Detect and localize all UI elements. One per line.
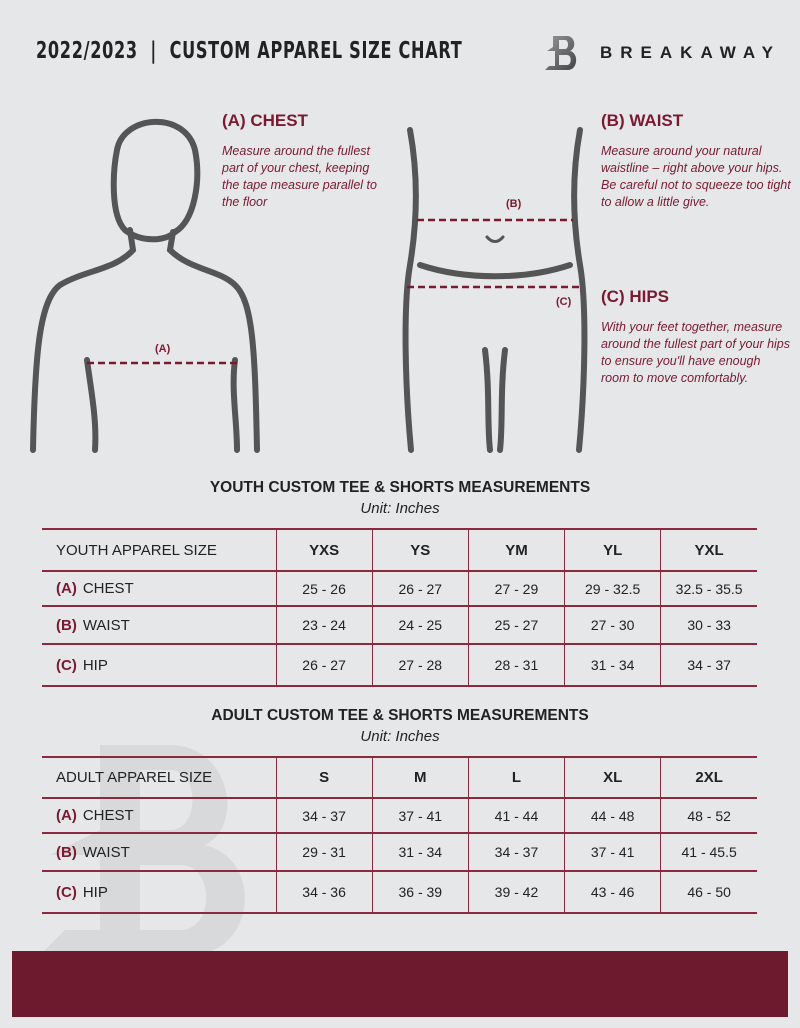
row-label: (A) CHEST	[42, 797, 276, 834]
table-cell: 26 - 27	[275, 643, 373, 687]
row-code: (B)	[56, 843, 77, 861]
adult-table-title: ADULT CUSTOM TEE & SHORTS MEASUREMENTS	[211, 707, 589, 724]
column-header: XL	[564, 756, 661, 799]
adult-unit: Unit: Inches	[360, 728, 440, 745]
table-cell: 31 - 34	[564, 643, 661, 687]
table-cell: 26 - 27	[371, 570, 469, 607]
row-name: CHEST	[82, 807, 134, 824]
upper-body-figure	[30, 118, 260, 453]
table-cell: 41 - 45.5	[660, 832, 757, 872]
table-cell: 29 - 31	[275, 832, 373, 872]
breakaway-logo-icon	[545, 36, 577, 70]
chest-heading: (A) CHEST	[222, 111, 308, 130]
youth-size-table: YOUTH APPAREL SIZE YXS YS YM YL YXL (A) C…	[42, 528, 757, 687]
column-header: S	[275, 756, 373, 799]
row-name: WAIST	[82, 843, 130, 861]
waist-heading: (B) WAIST	[601, 111, 684, 130]
row-label: (B) WAIST	[42, 605, 276, 645]
row-code: (C)	[56, 883, 77, 901]
waist-marker: (B)	[506, 198, 522, 210]
table-cell: 34 - 37	[467, 832, 565, 872]
column-header: YM	[467, 528, 565, 572]
hips-heading: (C) HIPS	[601, 287, 669, 306]
table-cell: 46 - 50	[660, 870, 757, 914]
row-code: (A)	[56, 807, 77, 824]
table-cell: 37 - 41	[564, 832, 661, 872]
table-row: (B) WAIST 29 - 31 31 - 34 34 - 37 37 - 41 41 -…	[42, 832, 757, 872]
column-header: YXS	[275, 528, 373, 572]
table-cell: 23 - 24	[275, 605, 373, 645]
column-header: YS	[371, 528, 469, 572]
table-cell: 36 - 39	[371, 870, 469, 914]
table-cell: 27 - 28	[371, 643, 469, 687]
adult-size-table: ADULT APPAREL SIZE S M L XL 2XL (A) CHEST…	[42, 756, 757, 914]
table-cell: 48 - 52	[660, 797, 757, 834]
table-cell: 34 - 36	[275, 870, 373, 914]
row-name: HIP	[82, 883, 108, 901]
table-cell: 34 - 37	[275, 797, 373, 834]
table-cell: 31 - 34	[371, 832, 469, 872]
chest-description: Measure around the fullest part of your …	[222, 144, 377, 209]
column-header: L	[467, 756, 565, 799]
waist-description: Measure around your natural waistline – …	[601, 144, 791, 209]
row-name: WAIST	[82, 616, 130, 634]
chest-marker: (A)	[155, 343, 171, 355]
table-cell: 29 - 32.5	[564, 570, 661, 607]
row-label: (C) HIP	[42, 870, 276, 914]
brand-name: BREAKAWAY	[600, 43, 781, 62]
table-cell: 25 - 26	[275, 570, 373, 607]
row-code: (C)	[56, 656, 77, 674]
column-header: 2XL	[660, 756, 757, 799]
footer-bar	[12, 951, 788, 1017]
hip-marker: (C)	[556, 296, 572, 308]
table-cell: 39 - 42	[467, 870, 565, 914]
youth-unit: Unit: Inches	[360, 500, 440, 517]
table-cell: 24 - 25	[371, 605, 469, 645]
row-name: CHEST	[82, 580, 134, 597]
table-cell: 27 - 29	[467, 570, 565, 607]
row-label: (C) HIP	[42, 643, 276, 687]
column-header: YL	[564, 528, 661, 572]
table-row: (B) WAIST 23 - 24 24 - 25 25 - 27 27 - 30 30 -…	[42, 605, 757, 645]
table-cell: 28 - 31	[467, 643, 565, 687]
table-cell: 44 - 48	[564, 797, 661, 834]
table-cell: 27 - 30	[564, 605, 661, 645]
table-cell: 37 - 41	[371, 797, 469, 834]
table-row: (C) HIP 26 - 27 27 - 28 28 - 31 31 - 34 34 - 3…	[42, 643, 757, 687]
hips-description: With your feet together, measure around …	[601, 320, 791, 385]
table-header-row: YOUTH APPAREL SIZE YXS YS YM YL YXL	[42, 528, 757, 572]
table-row: (A) CHEST 25 - 26 26 - 27 27 - 29 29 - 32.5 32…	[42, 570, 757, 607]
youth-table-title: YOUTH CUSTOM TEE & SHORTS MEASUREMENTS	[209, 479, 591, 496]
table-cell: 34 - 37	[660, 643, 757, 687]
row-label: (A) CHEST	[42, 570, 276, 607]
lower-body-figure	[402, 127, 588, 453]
row-label: (B) WAIST	[42, 832, 276, 872]
row-name: HIP	[82, 656, 108, 674]
table-cell: 43 - 46	[564, 870, 661, 914]
column-header: YOUTH APPAREL SIZE	[42, 528, 276, 572]
column-header: YXL	[660, 528, 757, 572]
table-row: (A) CHEST 34 - 37 37 - 41 41 - 44 44 - 48 48 -…	[42, 797, 757, 834]
row-code: (A)	[56, 580, 77, 597]
page-title: 2022/2023 | CUSTOM APPAREL SIZE CHART	[36, 38, 463, 64]
table-row: (C) HIP 34 - 36 36 - 39 39 - 42 43 - 46 46 - 5…	[42, 870, 757, 914]
row-code: (B)	[56, 616, 77, 634]
table-header-row: ADULT APPAREL SIZE S M L XL 2XL	[42, 756, 757, 799]
table-cell: 32.5 - 35.5	[660, 570, 757, 607]
table-cell: 30 - 33	[660, 605, 757, 645]
column-header: ADULT APPAREL SIZE	[42, 756, 276, 799]
table-cell: 25 - 27	[467, 605, 565, 645]
table-cell: 41 - 44	[467, 797, 565, 834]
column-header: M	[371, 756, 469, 799]
